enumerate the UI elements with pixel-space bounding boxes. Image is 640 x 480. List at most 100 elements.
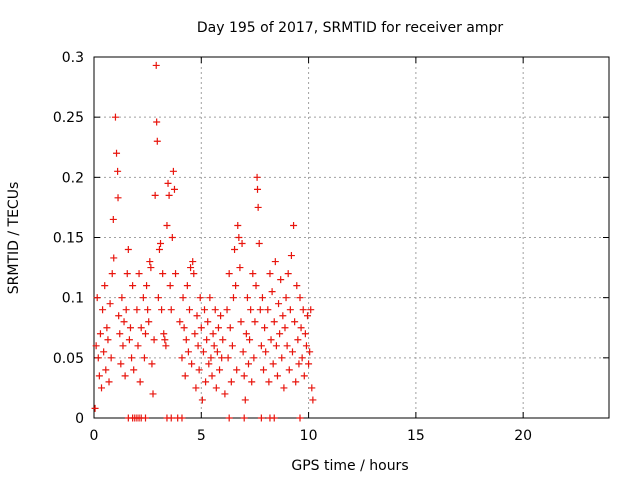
data-point bbox=[258, 294, 266, 302]
data-point bbox=[211, 306, 219, 314]
data-point bbox=[178, 354, 186, 362]
data-point bbox=[196, 294, 204, 302]
data-point bbox=[223, 306, 231, 314]
data-point bbox=[122, 306, 130, 314]
y-axis-label: SRMTID / TECUs bbox=[6, 182, 22, 295]
data-point bbox=[147, 264, 155, 272]
data-point bbox=[238, 240, 246, 248]
data-point bbox=[219, 336, 227, 344]
data-point bbox=[241, 396, 249, 404]
data-point bbox=[307, 306, 315, 314]
data-point bbox=[242, 330, 250, 338]
data-point bbox=[253, 173, 261, 181]
data-point bbox=[148, 360, 156, 368]
data-point bbox=[198, 396, 206, 404]
data-point bbox=[153, 118, 161, 126]
data-point bbox=[106, 300, 114, 308]
data-point bbox=[288, 348, 296, 356]
data-point bbox=[212, 384, 220, 392]
data-point bbox=[114, 194, 122, 202]
data-point bbox=[119, 342, 127, 350]
data-point bbox=[252, 282, 260, 290]
data-point bbox=[246, 336, 254, 344]
data-point bbox=[227, 378, 235, 386]
data-point bbox=[158, 306, 166, 314]
chart-title: Day 195 of 2017, SRMTID for receiver amp… bbox=[197, 20, 504, 36]
data-point bbox=[255, 240, 263, 248]
data-point bbox=[256, 306, 264, 314]
data-point bbox=[208, 372, 216, 380]
data-point bbox=[159, 270, 167, 278]
x-tick-label: 0 bbox=[90, 428, 99, 444]
data-point bbox=[199, 348, 207, 356]
data-point bbox=[180, 324, 188, 332]
data-point bbox=[182, 336, 190, 344]
data-point bbox=[231, 246, 239, 254]
data-point bbox=[205, 360, 213, 368]
data-point bbox=[190, 270, 198, 278]
data-point bbox=[121, 372, 129, 380]
data-point bbox=[120, 318, 128, 326]
data-point bbox=[293, 282, 301, 290]
data-point bbox=[142, 414, 149, 422]
data-point bbox=[305, 360, 313, 368]
data-point bbox=[95, 372, 103, 380]
data-point bbox=[107, 354, 115, 362]
data-point bbox=[183, 282, 191, 290]
data-point bbox=[195, 366, 203, 374]
data-point bbox=[114, 167, 122, 175]
data-point bbox=[128, 354, 136, 362]
data-point bbox=[298, 354, 306, 362]
data-point bbox=[254, 185, 262, 193]
x-tick-label: 15 bbox=[407, 428, 425, 444]
data-point bbox=[287, 252, 295, 260]
data-point bbox=[264, 306, 272, 314]
data-point bbox=[133, 306, 141, 314]
data-point bbox=[167, 414, 175, 422]
data-point bbox=[269, 360, 277, 368]
data-point bbox=[134, 342, 142, 350]
data-point bbox=[126, 324, 134, 332]
data-point bbox=[160, 330, 168, 338]
data-point bbox=[249, 270, 257, 278]
data-point bbox=[187, 264, 195, 272]
data-point bbox=[270, 318, 278, 326]
data-point bbox=[237, 318, 245, 326]
data-point bbox=[178, 414, 186, 422]
data-point bbox=[228, 342, 236, 350]
data-point bbox=[204, 318, 212, 326]
data-point bbox=[280, 384, 288, 392]
data-point bbox=[154, 294, 162, 302]
data-point bbox=[155, 246, 163, 254]
y-tick-label: 0.05 bbox=[53, 351, 84, 367]
data-point bbox=[161, 336, 169, 344]
data-point bbox=[210, 342, 218, 350]
data-point bbox=[251, 318, 259, 326]
data-point bbox=[308, 384, 316, 392]
y-tick-label: 0.2 bbox=[62, 170, 84, 186]
data-point bbox=[265, 378, 273, 386]
data-point bbox=[266, 270, 274, 278]
data-point bbox=[194, 342, 202, 350]
x-tick-label: 5 bbox=[197, 428, 206, 444]
data-point bbox=[98, 384, 106, 392]
data-point bbox=[170, 185, 178, 193]
data-point bbox=[136, 378, 144, 386]
data-point bbox=[124, 246, 132, 254]
data-point bbox=[104, 336, 112, 344]
data-point bbox=[189, 258, 197, 266]
data-point bbox=[110, 254, 118, 262]
data-point bbox=[232, 282, 240, 290]
data-point bbox=[277, 276, 285, 284]
data-point bbox=[286, 306, 294, 314]
data-point bbox=[239, 348, 247, 356]
data-point bbox=[248, 378, 256, 386]
data-point bbox=[176, 318, 184, 326]
data-point bbox=[225, 270, 233, 278]
data-point bbox=[201, 306, 209, 314]
data-point bbox=[149, 390, 157, 398]
data-point bbox=[146, 258, 154, 266]
data-point bbox=[165, 191, 173, 199]
data-point bbox=[276, 330, 284, 338]
data-point bbox=[294, 336, 302, 344]
